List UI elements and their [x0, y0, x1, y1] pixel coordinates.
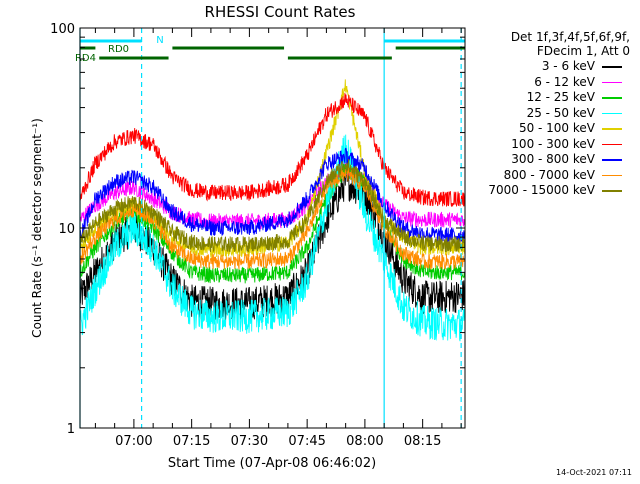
timestamp: 14-Oct-2021 07:11: [556, 468, 632, 477]
state-label-n: N: [156, 35, 163, 46]
y-axis-label: Count Rate (s⁻¹ detector segment⁻¹): [30, 118, 44, 338]
x-tick-label: 07:45: [288, 434, 325, 449]
legend-label: 25 - 50 keV: [526, 105, 595, 120]
legend-header-line-1: Det 1f,3f,4f,5f,6f,9f,: [510, 30, 630, 44]
series-line-800-7000-kev: [79, 166, 466, 270]
legend-swatch: [602, 174, 622, 176]
legend-label: 50 - 100 keV: [518, 121, 595, 135]
y-tick-label: 100: [50, 22, 75, 37]
y-tick-label: 1: [67, 422, 75, 437]
legend-item-50-100-kev: 50 - 100 keV: [480, 121, 630, 136]
x-tick-label: 08:15: [404, 434, 441, 449]
series-line-300-800-kev: [79, 147, 466, 244]
legend-swatch: [602, 112, 622, 114]
legend-label: 7000 - 15000 keV: [488, 183, 595, 197]
state-label-rd0: RD0: [108, 44, 129, 55]
legend-item-100-300-kev: 100 - 300 keV: [480, 137, 630, 152]
series-line-7000-15000-kev: [79, 158, 466, 254]
legend-label: 6 - 12 keV: [534, 74, 595, 89]
x-tick-label: 07:15: [173, 434, 210, 449]
x-tick-label: 08:00: [346, 434, 383, 449]
legend-swatch: [602, 81, 622, 83]
legend-swatch: [602, 97, 622, 99]
legend-label: 3 - 6 keV: [541, 59, 595, 73]
legend-swatch: [602, 159, 622, 161]
legend-label: 12 - 25 keV: [526, 90, 595, 104]
legend-item-3-6-kev: 3 - 6 keV: [480, 59, 630, 74]
legend-header-line-2: FDecim 1, Att 0: [536, 44, 630, 58]
x-tick-label: 07:30: [231, 434, 268, 449]
legend-item-6-12-kev: 6 - 12 keV: [480, 75, 630, 90]
x-axis: 07:00 07:15 07:30 07:45 08:00 08:15: [94, 28, 462, 449]
series-line-25-50-kev: [79, 134, 466, 342]
state-bar-layer: N RD0 RD4: [75, 35, 465, 64]
x-tick-label: 07:00: [115, 434, 152, 449]
legend-swatch: [602, 128, 622, 130]
legend-item-300-800-kev: 300 - 800 keV: [480, 152, 630, 167]
legend-swatch: [602, 143, 622, 145]
legend-label: 300 - 800 keV: [511, 152, 595, 166]
legend-swatch: [602, 190, 622, 192]
series-line-100-300-kev: [79, 93, 466, 208]
chart-title: RHESSI Count Rates: [205, 3, 356, 21]
series-layer: [79, 79, 466, 342]
legend-item-25-50-kev: 25 - 50 keV: [480, 106, 630, 121]
y-tick-label: 10: [58, 222, 75, 237]
legend-item-800-7000-kev: 800 - 7000 keV: [480, 168, 630, 183]
legend-item-7000-15000-kev: 7000 - 15000 keV: [480, 183, 630, 198]
x-axis-label: Start Time (07-Apr-08 06:46:02): [168, 456, 376, 471]
y-axis: 1 10 100: [50, 22, 465, 437]
legend-label: 100 - 300 keV: [511, 136, 595, 151]
legend-label: 800 - 7000 keV: [503, 167, 595, 182]
legend-item-12-25-kev: 12 - 25 keV: [480, 90, 630, 105]
legend-swatch: [602, 66, 622, 68]
state-label-rd4: RD4: [75, 53, 96, 64]
